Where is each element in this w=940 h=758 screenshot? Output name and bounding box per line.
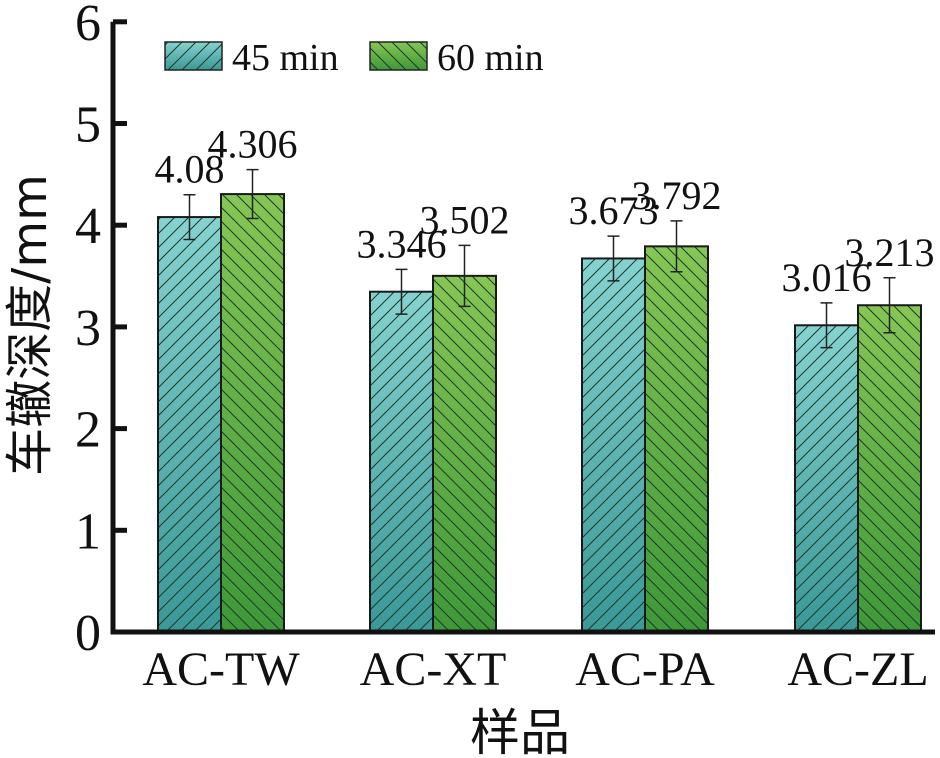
legend-label: 45 min	[232, 37, 339, 79]
bar-hatch	[644, 245, 709, 633]
bar-hatch	[432, 274, 497, 633]
data-label: 4.306	[208, 122, 298, 167]
y-tick-label: 0	[75, 605, 101, 662]
y-tick-label: 1	[75, 503, 101, 560]
legend-label: 60 min	[437, 37, 544, 79]
y-tick-label: 2	[75, 402, 101, 459]
error-bar	[670, 220, 683, 273]
error-bar	[183, 193, 196, 241]
y-tick-label: 5	[75, 97, 101, 154]
error-bar	[395, 268, 408, 315]
legend-swatch-hatch	[369, 41, 428, 71]
y-axis-label: 车辙深度/mm	[2, 174, 58, 476]
data-label: 3.792	[632, 173, 722, 218]
legend-swatch-hatch	[164, 41, 223, 71]
data-label: 3.346	[357, 221, 447, 266]
x-tick-label: AC-ZL	[787, 643, 928, 696]
y-tick-label: 4	[75, 198, 101, 255]
error-bar	[820, 302, 833, 349]
bar-hatch	[369, 290, 434, 633]
bar-hatch	[220, 193, 285, 633]
data-label: 3.016	[782, 255, 872, 300]
y-tick-label: 6	[75, 0, 101, 52]
x-tick-label: AC-XT	[360, 643, 507, 696]
data-label: 3.213	[845, 230, 935, 275]
error-bar	[883, 277, 896, 334]
bar-hatch	[157, 216, 222, 633]
x-tick-label: AC-TW	[142, 643, 300, 696]
data-label: 3.502	[420, 197, 510, 242]
bar-hatch	[581, 257, 646, 633]
axes: AC-TW AC-XT AC-PA AC-ZL 0 1 2 3 4 5 6	[75, 0, 935, 696]
error-bar	[246, 168, 259, 220]
error-bar	[458, 244, 471, 308]
data-label: 3.673	[569, 188, 659, 233]
x-tick-label: AC-PA	[575, 643, 715, 696]
x-axis-label: 样品	[470, 704, 570, 758]
bar-hatch	[857, 304, 922, 633]
legend: 45 min 60 min	[164, 37, 544, 79]
error-bar	[607, 235, 620, 282]
data-label: 4.08	[155, 147, 225, 192]
y-tick-label: 3	[75, 300, 101, 357]
bar-hatch	[794, 324, 859, 633]
